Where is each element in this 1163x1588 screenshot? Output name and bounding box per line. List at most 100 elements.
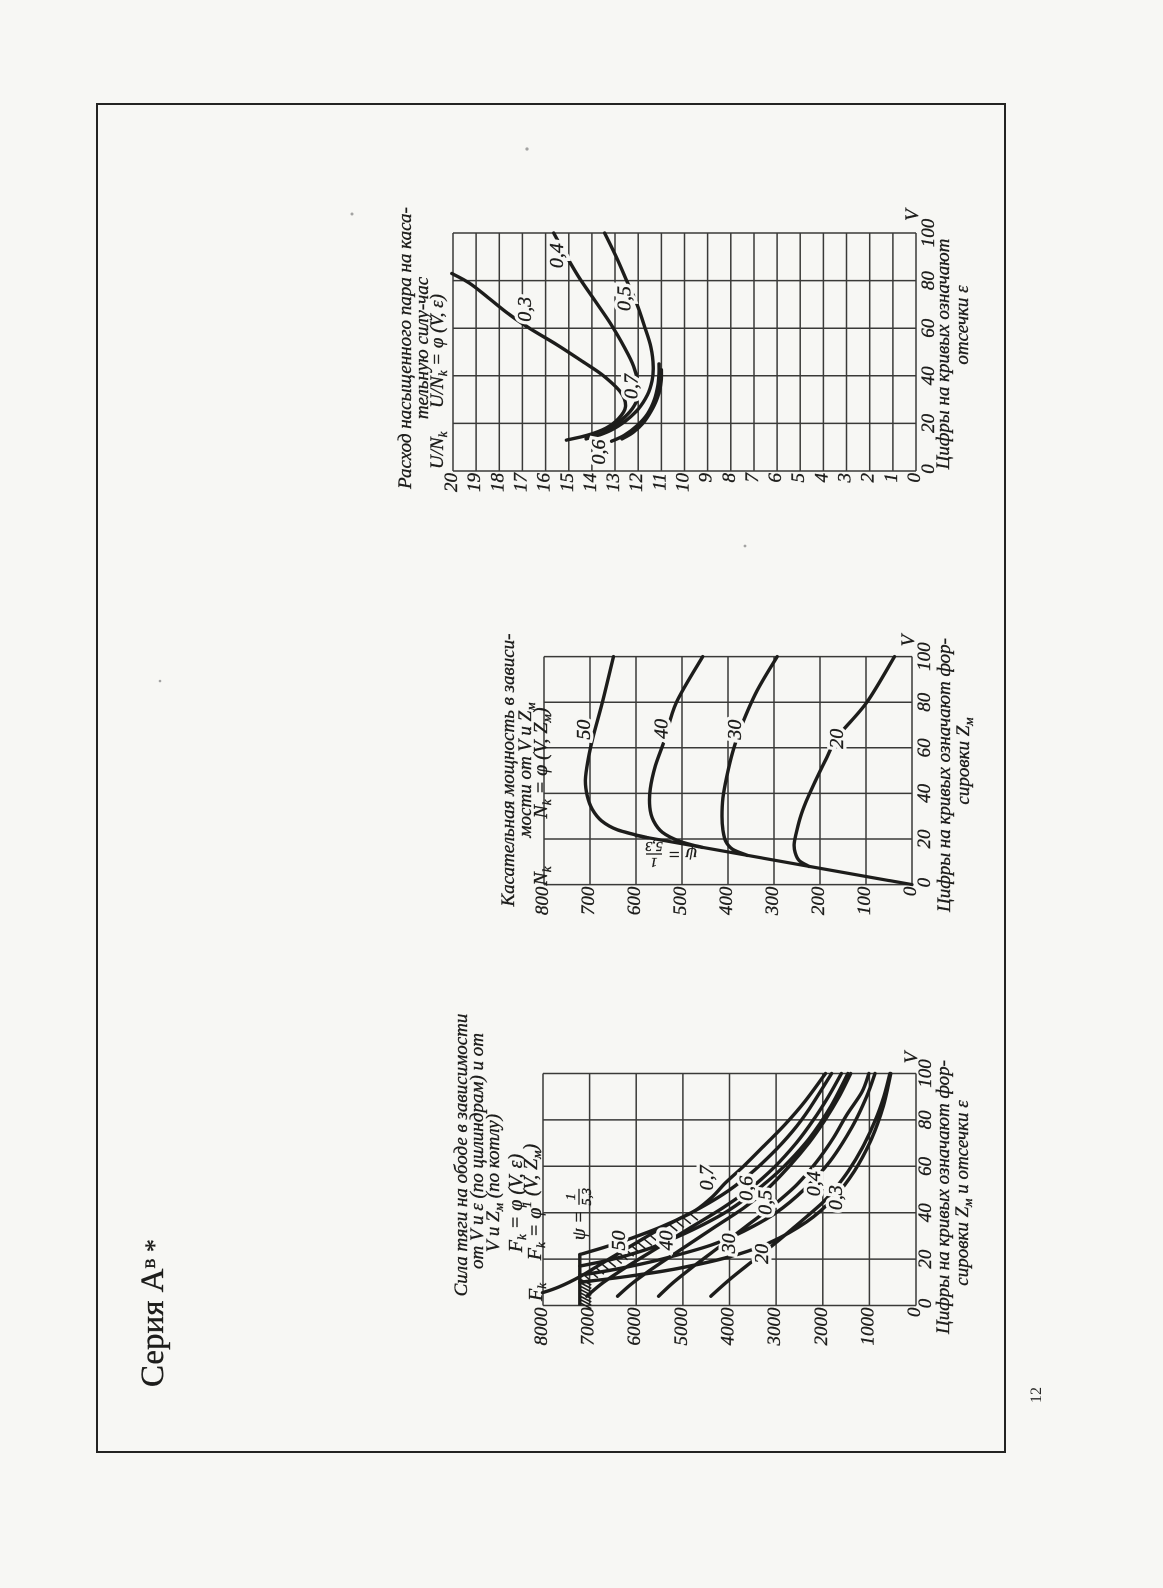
svg-text:Расход насыщенного пара на кас: Расход насыщенного пара на каса- (395, 207, 416, 490)
svg-text:8: 8 (719, 473, 740, 483)
svg-text:40: 40 (656, 1231, 678, 1251)
svg-text:20: 20 (915, 1249, 936, 1269)
svg-text:3: 3 (835, 473, 856, 484)
svg-text:0,7: 0,7 (620, 373, 642, 399)
svg-text:80: 80 (918, 271, 939, 291)
svg-text:4000: 4000 (718, 1307, 739, 1346)
svg-text:20: 20 (826, 729, 848, 749)
svg-text:30: 30 (718, 1233, 740, 1254)
svg-text:30: 30 (718, 1233, 740, 1254)
svg-text:0,6: 0,6 (588, 440, 610, 465)
svg-text:80: 80 (915, 1110, 936, 1130)
svg-text:40: 40 (650, 719, 672, 739)
svg-text:0,4: 0,4 (803, 1171, 825, 1196)
svg-text:40: 40 (914, 783, 935, 803)
svg-text:8000: 8000 (531, 1307, 552, 1346)
svg-text:ψ =: ψ = (668, 843, 697, 864)
svg-text:100: 100 (915, 1059, 936, 1088)
svg-text:мости от V и Zм: мости от V и Zм (515, 702, 538, 838)
svg-text:200: 200 (808, 886, 829, 915)
svg-text:V: V (902, 207, 923, 221)
svg-text:0,4: 0,4 (803, 1171, 825, 1196)
svg-text:сировки Zм и отсечки ε: сировки Zм и отсечки ε (952, 1100, 975, 1286)
svg-text:1: 1 (651, 854, 658, 869)
svg-text:0,5: 0,5 (754, 1190, 776, 1215)
svg-text:1: 1 (564, 1193, 579, 1200)
svg-text:6: 6 (765, 473, 786, 483)
svg-text:5,3: 5,3 (645, 838, 663, 853)
svg-text:0,4: 0,4 (546, 243, 568, 268)
svg-text:20: 20 (441, 473, 462, 493)
svg-text:2: 2 (858, 473, 879, 483)
svg-text:V и Zм (по котлу): V и Zм (по котлу) (483, 1114, 506, 1252)
svg-text:14: 14 (580, 473, 601, 493)
svg-text:300: 300 (762, 886, 783, 916)
svg-text:0,7: 0,7 (696, 1164, 718, 1190)
svg-text:2000: 2000 (811, 1307, 832, 1346)
svg-text:0,3: 0,3 (825, 1185, 847, 1210)
svg-text:0,3: 0,3 (514, 297, 536, 322)
svg-text:тельную силу-час: тельную силу-час (412, 276, 433, 419)
svg-text:80: 80 (914, 692, 935, 712)
svg-text:0: 0 (900, 886, 921, 896)
svg-text:1: 1 (881, 473, 902, 483)
svg-text:18: 18 (487, 473, 508, 493)
svg-text:ψ =: ψ = (569, 1211, 590, 1240)
svg-text:отсечки ε: отсечки ε (952, 285, 973, 365)
svg-text:13: 13 (603, 473, 624, 492)
svg-text:20: 20 (914, 829, 935, 849)
svg-text:0,6: 0,6 (588, 440, 610, 465)
svg-text:30: 30 (724, 720, 746, 741)
svg-text:40: 40 (915, 1203, 936, 1223)
svg-text:600: 600 (624, 886, 645, 915)
svg-text:40: 40 (656, 1231, 678, 1251)
svg-text:сировки Zм: сировки Zм (953, 717, 976, 804)
svg-text:Nk: Nk (530, 866, 554, 886)
svg-text:9: 9 (696, 473, 717, 483)
svg-text:11: 11 (649, 473, 670, 491)
svg-text:40: 40 (650, 719, 672, 739)
svg-text:100: 100 (918, 218, 939, 247)
svg-text:50: 50 (608, 1231, 630, 1251)
svg-text:6000: 6000 (624, 1307, 645, 1346)
svg-text:50: 50 (608, 1231, 630, 1251)
svg-text:0: 0 (918, 464, 939, 474)
svg-text:60: 60 (914, 738, 935, 758)
svg-text:0,5: 0,5 (754, 1190, 776, 1215)
svg-text:400: 400 (716, 886, 737, 915)
svg-text:100: 100 (854, 886, 875, 915)
svg-text:1000: 1000 (857, 1307, 878, 1346)
svg-text:100: 100 (914, 642, 935, 671)
svg-text:Цифры на кривых означают фор-: Цифры на кривых означают фор- (934, 638, 955, 913)
svg-text:V: V (898, 632, 919, 646)
svg-text:7: 7 (742, 472, 763, 483)
svg-text:20: 20 (751, 1244, 773, 1264)
svg-text:U/Nk = φ (V, ε): U/Nk = φ (V, ε) (427, 294, 450, 408)
svg-text:Fk = φ1 (V, Zм): Fk = φ1 (V, Zм) (519, 1143, 548, 1261)
svg-text:15: 15 (557, 473, 578, 492)
svg-text:0,3: 0,3 (514, 297, 536, 322)
svg-text:5,3: 5,3 (580, 1188, 595, 1206)
svg-text:40: 40 (918, 366, 939, 386)
svg-text:0,4: 0,4 (546, 243, 568, 268)
svg-text:Цифры на кривых означают: Цифры на кривых означают (933, 239, 954, 471)
svg-text:30: 30 (724, 720, 746, 741)
svg-text:700: 700 (578, 886, 599, 915)
svg-text:0,7: 0,7 (620, 373, 642, 399)
svg-text:Сила тяги на ободе в зависимос: Сила тяги на ободе в зависимости (451, 1014, 472, 1297)
svg-text:60: 60 (915, 1156, 936, 1176)
svg-text:0,5: 0,5 (613, 286, 635, 311)
svg-text:50: 50 (573, 720, 595, 740)
svg-text:60: 60 (918, 318, 939, 338)
svg-text:0: 0 (915, 1298, 936, 1308)
svg-text:Серия Ав *: Серия Ав * (135, 1239, 171, 1387)
svg-text:5000: 5000 (671, 1307, 692, 1346)
svg-text:Nk = φ (V, Zм): Nk = φ (V, Zм) (530, 707, 554, 819)
svg-text:0,7: 0,7 (696, 1164, 718, 1190)
svg-text:5: 5 (788, 473, 809, 483)
svg-text:0,3: 0,3 (825, 1185, 847, 1210)
svg-text:4: 4 (811, 473, 832, 483)
svg-text:Касательная мощность в зави: Касательная мощность в зависи- (498, 633, 519, 907)
svg-text:19: 19 (464, 473, 485, 493)
svg-text:U/Nk: U/Nk (427, 431, 450, 469)
